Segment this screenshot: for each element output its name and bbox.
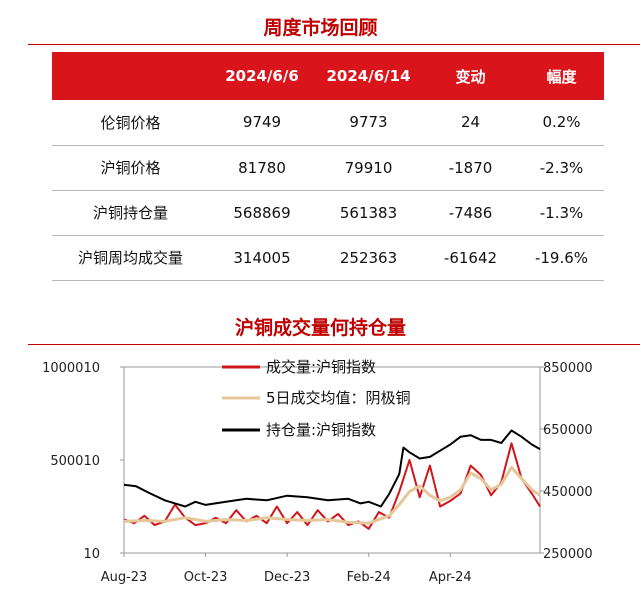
x-axis-tick-label: Dec-23 — [264, 570, 310, 585]
right-axis-tick-label: 850000 — [543, 361, 593, 376]
chart-title: 沪铜成交量何持仓量 — [234, 317, 406, 339]
legend-label-1: 成交量:沪铜指数 — [266, 358, 376, 376]
row-label: 沪铜持仓量 — [92, 204, 168, 222]
row-label: 沪铜周均成交量 — [77, 249, 183, 267]
table-cell: -1870 — [448, 158, 493, 177]
right-axis-tick-label: 250000 — [543, 547, 593, 562]
table-cell: 561383 — [339, 203, 398, 222]
table-cell: 24 — [460, 113, 481, 132]
legend-label-3: 持仓量:沪铜指数 — [266, 421, 376, 439]
table-cell: 314005 — [233, 248, 291, 267]
table-cell: 79910 — [344, 158, 393, 177]
market-review-table: 2024/6/6 2024/6/14 变动 幅度 伦铜价格 9749 9773 … — [52, 52, 604, 281]
series-line-2 — [123, 465, 541, 525]
table-cell: 252363 — [339, 248, 398, 267]
legend-label-2: 5日成交均值：阴极铜 — [266, 389, 411, 407]
row-label: 伦铜价格 — [100, 113, 161, 132]
series-line-1 — [123, 442, 541, 530]
table-cell: 0.2% — [542, 113, 581, 132]
table-cell: -19.6% — [534, 248, 589, 267]
table-cell: 568869 — [233, 203, 291, 222]
table-row: 伦铜价格 9749 9773 24 0.2% — [52, 100, 604, 145]
x-axis-tick-label: Aug-23 — [101, 570, 148, 585]
table-cell: -1.3% — [539, 203, 584, 222]
table-title-rule — [28, 44, 640, 45]
row-label: 沪铜价格 — [100, 159, 161, 177]
header-cell: 2024/6/14 — [326, 67, 411, 85]
table-row: 沪铜周均成交量 314005 252363 -61642 -19.6% — [52, 235, 604, 280]
table-cell: -2.3% — [539, 158, 584, 177]
right-axis-tick-label: 450000 — [543, 485, 593, 500]
header-cell: 2024/6/6 — [225, 67, 299, 85]
chart-title-rule — [28, 344, 640, 345]
right-axis-tick-label: 650000 — [543, 423, 593, 438]
left-axis-tick-label: 10 — [83, 547, 100, 562]
left-axis-tick-label: 1000010 — [42, 361, 100, 376]
series-line-3 — [123, 429, 541, 508]
table-cell: -61642 — [443, 248, 498, 267]
header-cell — [52, 52, 209, 100]
x-axis-tick-label: Feb-24 — [347, 570, 391, 585]
left-axis-tick-label: 500010 — [50, 454, 100, 469]
header-cell: 变动 — [455, 67, 486, 86]
table-cell: 9749 — [242, 113, 282, 132]
table-title: 周度市场回顾 — [263, 17, 378, 39]
volume-open-interest-chart: 1000010 500010 10 850000 650000 450000 250000 A… — [42, 358, 593, 585]
table-cell: -7486 — [448, 203, 493, 222]
table-header-row: 2024/6/6 2024/6/14 变动 幅度 — [52, 52, 604, 100]
x-axis-tick-label: Apr-24 — [429, 570, 472, 585]
table-row: 沪铜价格 81780 79910 -1870 -2.3% — [52, 145, 604, 190]
x-axis-tick-label: Oct-23 — [184, 570, 228, 585]
table-cell: 81780 — [238, 158, 286, 177]
table-cell: 9773 — [349, 113, 388, 132]
header-cell: 幅度 — [546, 67, 577, 86]
table-row: 沪铜持仓量 568869 561383 -7486 -1.3% — [52, 190, 604, 235]
